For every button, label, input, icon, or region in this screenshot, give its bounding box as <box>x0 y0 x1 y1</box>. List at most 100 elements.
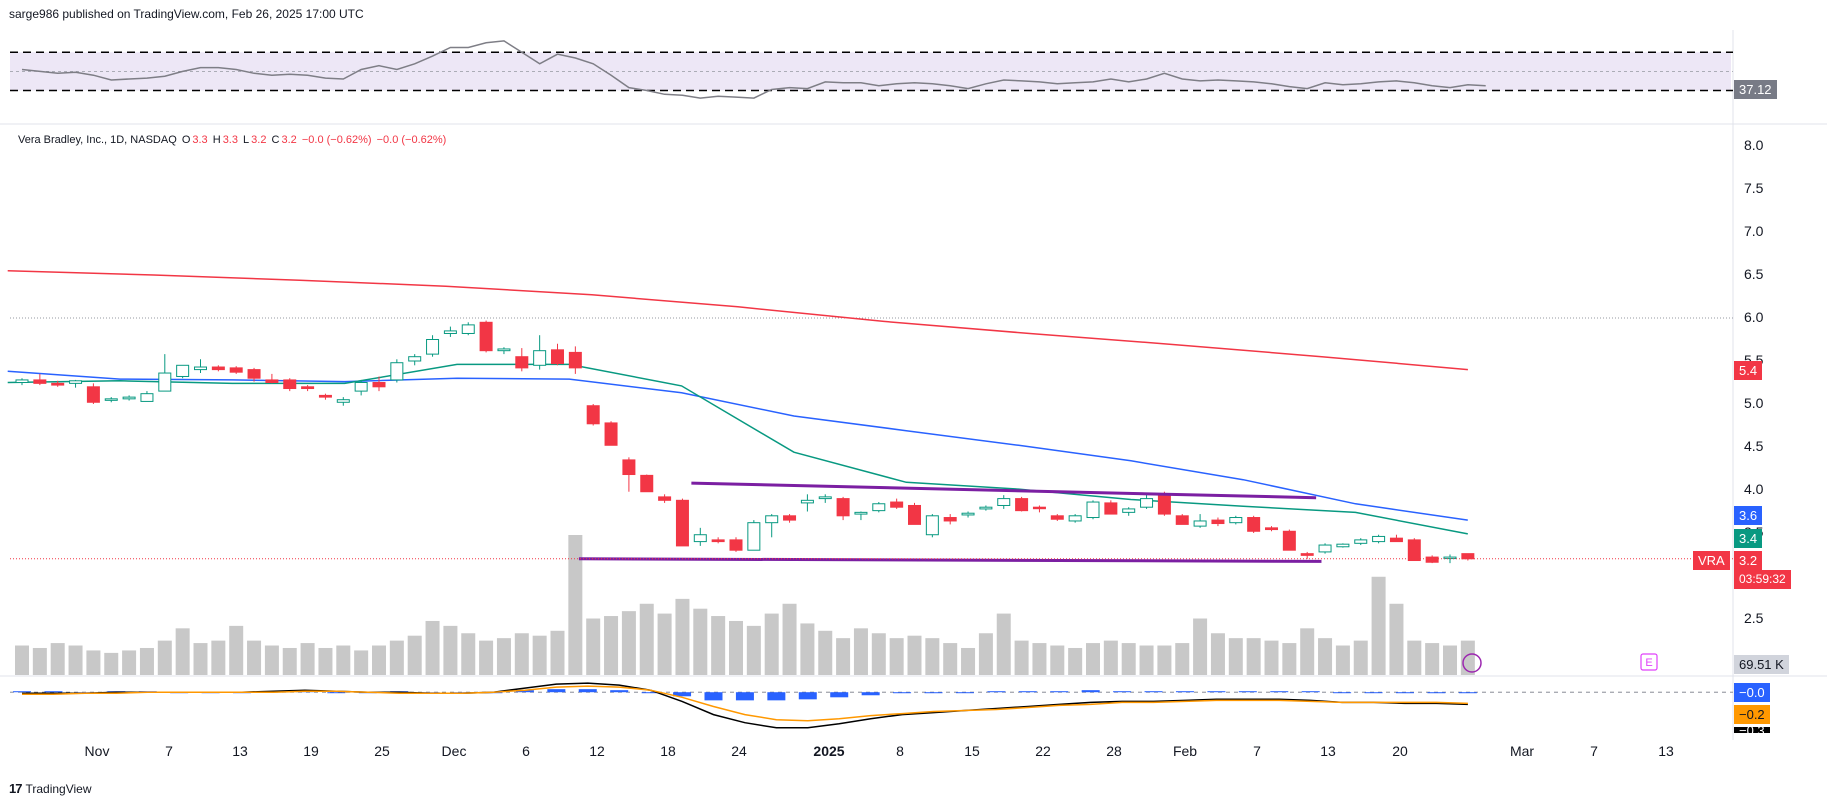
ma50-line <box>7 370 1468 521</box>
macd-histogram-bar <box>1081 690 1100 693</box>
volume-bar <box>1443 645 1457 675</box>
tradingview-brand-text: TradingView <box>25 781 92 796</box>
candle-body <box>1015 498 1029 512</box>
candle-body <box>69 380 83 384</box>
volume-bar <box>693 608 708 675</box>
candle-body <box>372 382 386 388</box>
last-price-tag: 3.2 <box>1734 551 1763 570</box>
price-tick-label: 7.0 <box>1744 223 1764 239</box>
volume-bar <box>479 640 494 675</box>
volume-bar <box>1157 645 1172 675</box>
candle-body <box>1425 556 1439 563</box>
candle-body <box>711 539 725 543</box>
macd-histogram-bar <box>673 692 692 697</box>
candle-body <box>1265 527 1278 531</box>
time-tick-label: 13 <box>1658 743 1674 759</box>
candle-body <box>176 364 190 377</box>
volume-bar <box>871 633 886 675</box>
volume-bar <box>1460 640 1475 675</box>
rsi-value-tag: 37.12 <box>1734 80 1777 99</box>
candle-body <box>1336 543 1350 548</box>
tradingview-logo-icon: 17 <box>9 781 23 796</box>
candle-body <box>800 499 814 504</box>
ma20-value-tag: 3.4 <box>1734 529 1763 548</box>
candle-body <box>336 399 350 403</box>
volume-bar <box>729 620 743 675</box>
candle-body <box>408 356 422 362</box>
volume-bar <box>657 613 672 675</box>
volume-bar <box>889 638 904 675</box>
candle-body <box>818 496 832 500</box>
macd-histogram-bar <box>1207 691 1226 693</box>
ma200-value-tag: 5.4 <box>1734 361 1763 380</box>
candle-body <box>1389 537 1403 543</box>
volume-bar <box>907 635 922 675</box>
time-tick-label: 12 <box>589 743 605 759</box>
macd-histogram-bar <box>1050 691 1069 693</box>
legend-change-2: −0.0 (−0.62%) <box>376 134 447 146</box>
tradingview-brand[interactable]: 17 TradingView <box>9 781 92 796</box>
candle-body <box>925 515 939 536</box>
time-tick-label: Feb <box>1172 743 1198 759</box>
legend-change: −0.0 (−0.62%) <box>301 134 372 146</box>
macd-histogram-bar <box>1175 691 1194 693</box>
volume-bar <box>372 645 386 675</box>
macd-histogram-bar <box>515 690 534 693</box>
macd-histogram-bar <box>578 689 597 693</box>
candle-body <box>1318 544 1332 553</box>
volume-bar <box>800 623 815 675</box>
candle-body <box>1068 515 1082 522</box>
macd-histogram-bar <box>610 690 629 693</box>
volume-bar <box>853 628 868 675</box>
volume-bar <box>711 616 726 675</box>
price-tick-label: 4.5 <box>1744 438 1764 454</box>
macd-histogram-bar <box>44 691 63 693</box>
volume-bar <box>764 613 779 675</box>
candle-body <box>586 405 600 425</box>
volume-bar <box>496 638 511 675</box>
legend-high: 3.3 <box>222 134 238 146</box>
volume-bar <box>1282 643 1297 675</box>
price-tick-label: 5.0 <box>1744 395 1764 411</box>
macd-histogram-bar <box>547 689 566 693</box>
publish-note: sarge986 published on TradingView.com, F… <box>9 7 364 21</box>
candle-body <box>1211 519 1225 525</box>
candle-body <box>1050 515 1064 520</box>
earnings-icon-label: E <box>1645 657 1652 669</box>
flash-event-icon <box>1462 653 1482 673</box>
volume-value-tag: 69.51 K <box>1734 655 1789 674</box>
candle-body <box>551 349 564 365</box>
candle-body <box>765 515 779 524</box>
macd-histogram-bar <box>1458 692 1477 694</box>
time-tick-label: 25 <box>374 743 390 759</box>
macd-histogram-bar <box>1395 692 1414 694</box>
volume-bar <box>1121 643 1136 675</box>
volume-bar <box>1175 643 1190 675</box>
resistance-trendline <box>691 481 1317 500</box>
candle-body <box>265 379 279 384</box>
volume-bar <box>746 625 761 675</box>
candle-body <box>479 321 493 352</box>
candle-body <box>1193 520 1207 527</box>
volume-bar <box>818 630 833 675</box>
volume-bar <box>139 647 154 675</box>
candle-body <box>497 348 511 352</box>
candle-body <box>33 379 47 384</box>
time-tick-label: 7 <box>165 743 173 759</box>
macd-histogram-bar <box>13 691 31 693</box>
volume-bar <box>604 616 619 675</box>
candle-body <box>426 339 440 355</box>
ma200-line <box>7 269 1468 371</box>
candle-body <box>836 498 850 517</box>
time-tick-label: Nov <box>84 743 110 759</box>
candle-body <box>854 511 868 515</box>
support-trendline <box>578 557 1322 563</box>
volume-bar <box>1068 647 1083 675</box>
ma50-value-tag: 3.6 <box>1734 506 1763 525</box>
candle-body <box>247 369 261 379</box>
volume-bar <box>639 603 654 675</box>
volume-bar <box>282 647 297 675</box>
time-tick-label: 28 <box>1106 743 1122 759</box>
candle-body <box>140 393 154 402</box>
